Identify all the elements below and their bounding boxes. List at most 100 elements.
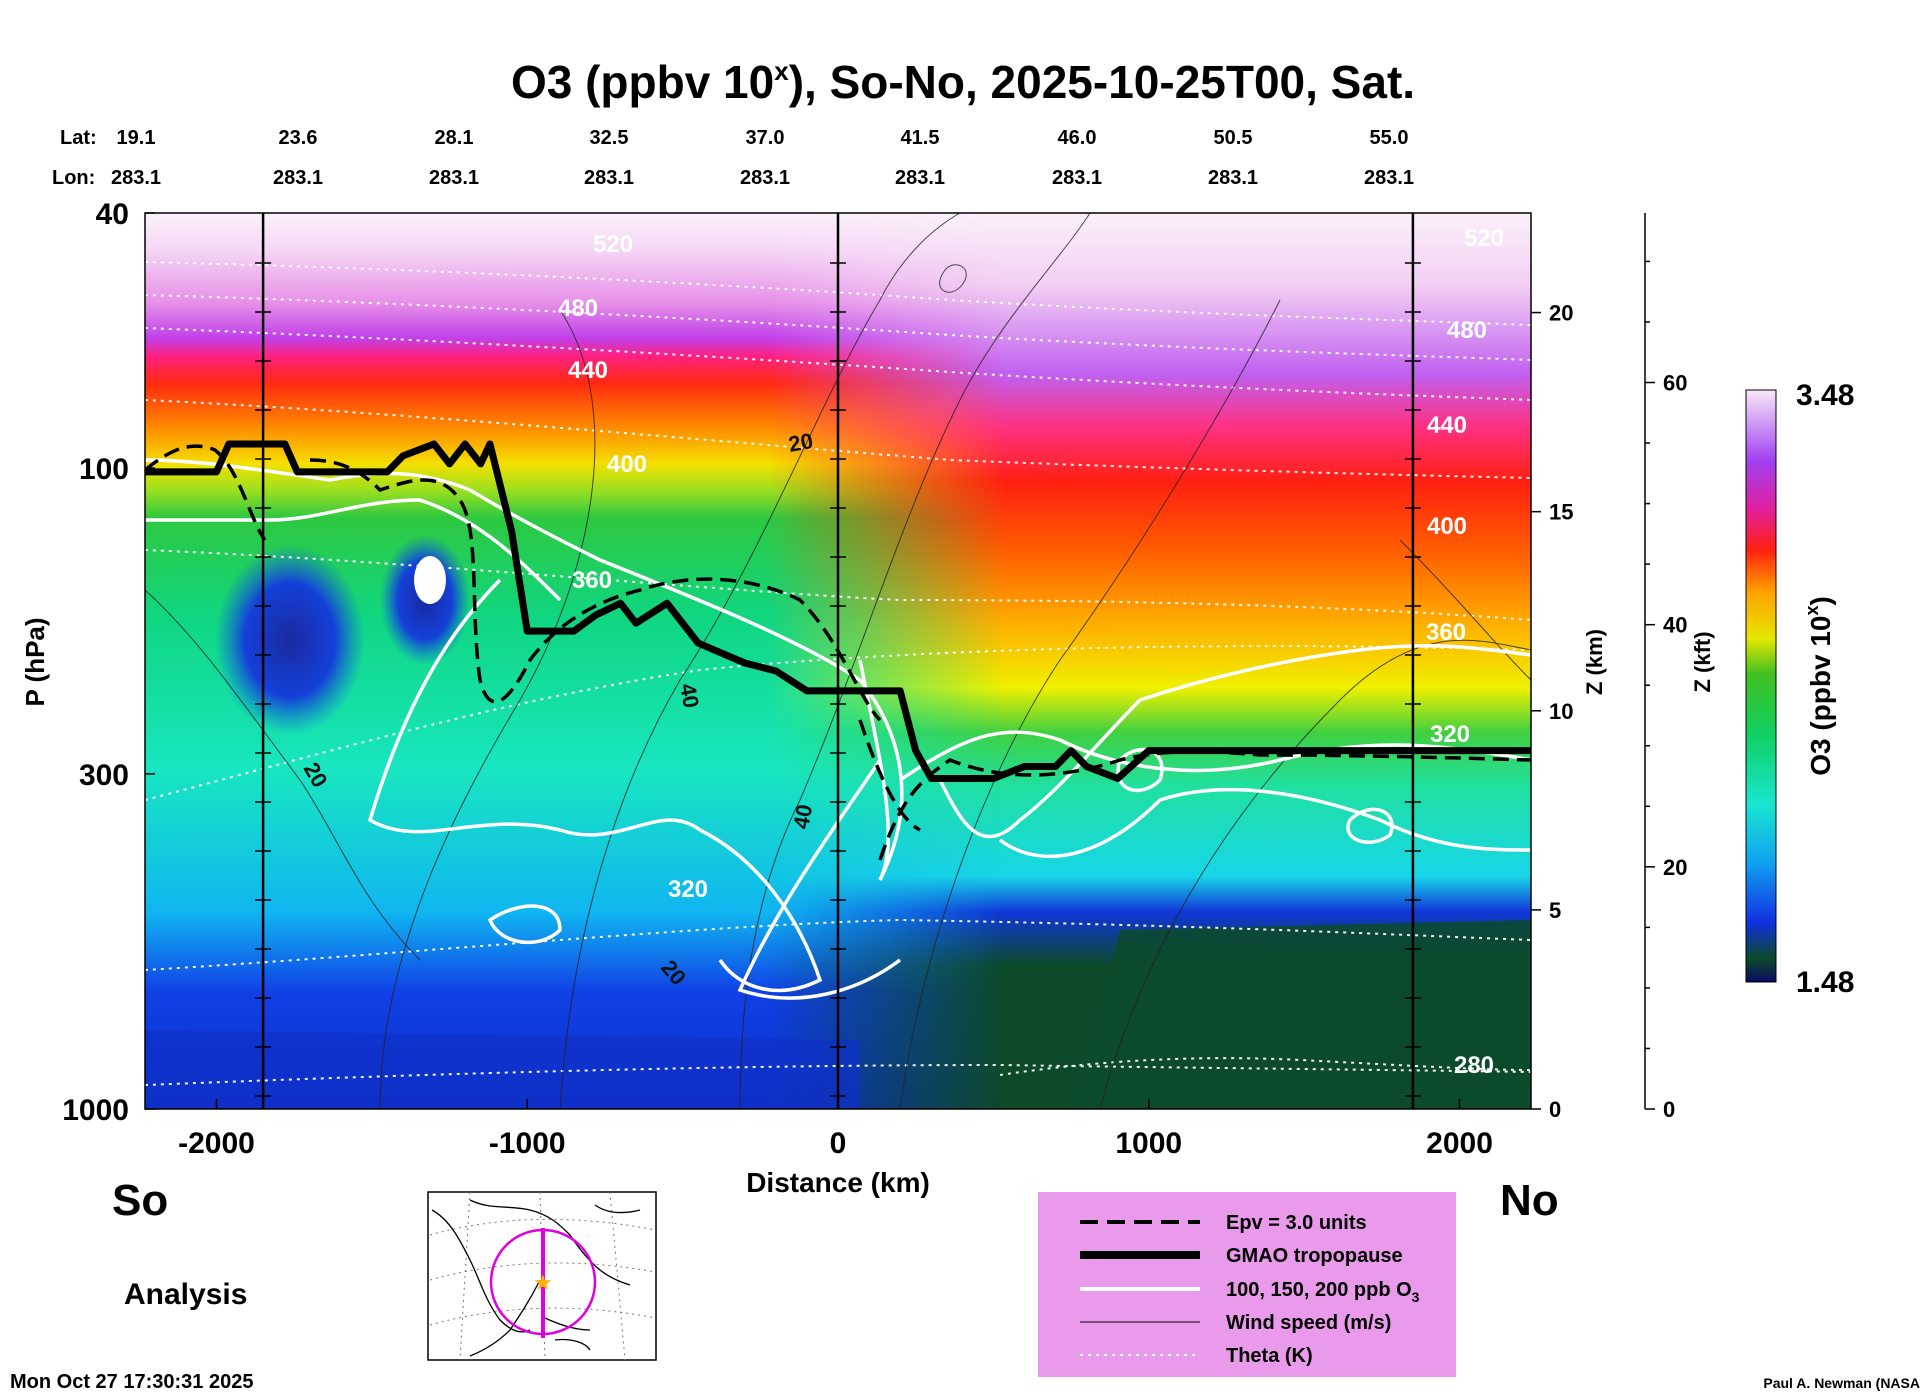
wind-label: 40	[788, 802, 817, 830]
theta-labels: 520 480 440 400 360 320 520 480 440 400 360 320 280	[558, 225, 1504, 1079]
ozone-ppb-contour	[1346, 807, 1394, 844]
lon-values: 283.1 283.1 283.1 283.1 283.1 283.1 283.1 283.1…	[111, 167, 1414, 189]
p-tick-label: 100	[79, 453, 129, 486]
ozone-ppb-contour	[145, 458, 904, 881]
z-kft-tick-label: 20	[1663, 855, 1687, 880]
colorbar-label: O3 (ppbv 10x)	[1802, 596, 1836, 776]
ozone-ppb-contour	[145, 498, 562, 602]
z-km-tick-label: 5	[1549, 898, 1561, 923]
p-tick-label: 300	[79, 759, 129, 792]
north-label: No	[1500, 1176, 1559, 1225]
colorbar-min: 1.48	[1796, 966, 1854, 999]
legend: Epv = 3.0 units GMAO tropopause 100, 150…	[1038, 1192, 1456, 1377]
lon-value: 283.1	[740, 167, 790, 189]
credit: Paul A. Newman (NASA	[1763, 1375, 1920, 1391]
boundary-layer-north	[1070, 920, 1531, 1109]
z-km-tick-label: 10	[1549, 699, 1573, 724]
p-axis: 40 100 300 1000	[62, 198, 155, 1127]
wind-label: 20	[787, 428, 815, 457]
z-km-axis: 0 5 10 15 20	[1531, 301, 1573, 1122]
lat-value: 37.0	[746, 127, 785, 149]
x-axis: -2000 -1000 0 1000 2000	[178, 1099, 1493, 1160]
wind-contour	[739, 213, 1091, 1109]
svg-text:100, 150, 200 ppb O3: 100, 150, 200 ppb O3	[1226, 1279, 1420, 1305]
lat-value: 41.5	[901, 127, 940, 149]
theta-contour	[145, 294, 1531, 361]
south-label: So	[112, 1176, 168, 1225]
gmao-tropopause	[145, 440, 1531, 782]
wind-contour	[379, 309, 596, 1109]
z-kft-tick-label: 0	[1663, 1097, 1675, 1122]
ozone-ppb-contour	[487, 904, 562, 945]
colorbar-max: 3.48	[1796, 379, 1854, 412]
lon-value: 283.1	[1208, 167, 1258, 189]
x-axis-label: Distance (km)	[746, 1167, 930, 1198]
lat-value: 32.5	[590, 127, 629, 149]
ozone-ppb-contours	[145, 458, 1531, 1000]
wind-contour	[939, 264, 967, 293]
epv-contour	[145, 444, 267, 542]
lat-value: 46.0	[1058, 127, 1097, 149]
ozone-ppb-contour	[367, 578, 823, 993]
theta-label: 320	[668, 876, 708, 903]
ozone-ppb-contour	[998, 787, 1531, 859]
theta-label: 400	[607, 451, 647, 478]
lon-value: 283.1	[1052, 167, 1102, 189]
theta-label: 440	[1427, 412, 1467, 439]
svg-text:Epv = 3.0 units: Epv = 3.0 units	[1226, 1212, 1367, 1234]
p-tick-label: 1000	[62, 1094, 129, 1127]
legend-item-theta: Theta (K)	[1080, 1345, 1313, 1367]
lat-values: 19.1 23.6 28.1 32.5 37.0 41.5 46.0 50.5 55.0	[117, 127, 1409, 149]
lat-value: 23.6	[279, 127, 318, 149]
theta-label: 360	[572, 567, 612, 594]
z-kft-label: Z (kft)	[1690, 631, 1715, 692]
z-kft-tick-label: 60	[1663, 371, 1687, 396]
section-marker-lines	[255, 213, 1421, 1109]
theta-label: 520	[1464, 225, 1504, 252]
legend-item-epv: Epv = 3.0 units	[1080, 1212, 1367, 1234]
chart-title: O3 (ppbv 10x), So-No, 2025-10-25T00, Sat…	[511, 56, 1415, 108]
svg-text:GMAO tropopause: GMAO tropopause	[1226, 1245, 1403, 1267]
lon-value: 283.1	[584, 167, 634, 189]
timestamp: Mon Oct 27 17:30:31 2025	[10, 1371, 253, 1393]
wind-label: 40	[675, 682, 704, 710]
z-km-tick-label: 0	[1549, 1097, 1561, 1122]
z-kft-tick-label: 40	[1663, 613, 1687, 638]
z-kft-axis: 0 20 40 60	[1644, 213, 1687, 1122]
theta-contour	[999, 1057, 1531, 1076]
lon-value: 283.1	[273, 167, 323, 189]
theta-contour	[145, 918, 1531, 971]
lat-value: 50.5	[1214, 127, 1253, 149]
svg-text:Wind speed (m/s): Wind speed (m/s)	[1226, 1312, 1391, 1334]
boundary-layer-south	[145, 1030, 860, 1109]
wind-contour	[1399, 539, 1531, 681]
ozone-ppb-contour	[737, 759, 902, 1000]
lon-value: 283.1	[429, 167, 479, 189]
wind-contour	[1099, 639, 1531, 1109]
inset-map: ★	[427, 1191, 657, 1361]
z-km-label: Z (km)	[1582, 629, 1607, 695]
x-tick-label: -2000	[178, 1127, 255, 1160]
theta-label: 480	[1447, 317, 1487, 344]
svg-text:Theta (K): Theta (K)	[1226, 1345, 1313, 1367]
low-ozone-blob-1	[215, 545, 365, 735]
map-star-icon: ★	[533, 1270, 553, 1295]
theta-label: 360	[1426, 619, 1466, 646]
p-tick-label: 40	[96, 198, 129, 231]
lat-value: 19.1	[117, 127, 156, 149]
theta-contour	[145, 549, 1531, 621]
z-km-tick-label: 20	[1549, 301, 1573, 326]
theta-label: 520	[593, 231, 633, 258]
epv-contours	[145, 444, 1531, 861]
wind-contours	[145, 213, 1531, 1109]
wind-contour	[559, 213, 961, 1109]
epv-contour	[878, 749, 1531, 861]
ozone-ppb-contour	[938, 643, 1531, 839]
theta-label: 400	[1427, 513, 1467, 540]
legend-item-tropopause: GMAO tropopause	[1080, 1245, 1403, 1267]
theta-contours	[145, 261, 1531, 1086]
lon-label: Lon:	[52, 167, 95, 189]
legend-item-ozone-ppb: 100, 150, 200 ppb O3	[1080, 1279, 1420, 1305]
x-tick-label: 0	[830, 1127, 847, 1160]
theta-label: 280	[1454, 1052, 1494, 1079]
